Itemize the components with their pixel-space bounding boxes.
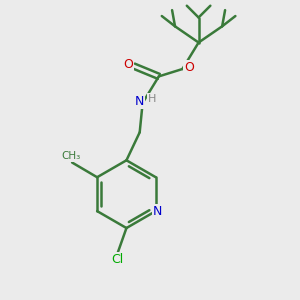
Text: H: H [148,94,156,104]
Text: CH₃: CH₃ [61,151,80,161]
Text: N: N [134,95,144,108]
Text: O: O [184,61,194,74]
Text: Cl: Cl [112,253,124,266]
Text: N: N [153,205,162,218]
Text: O: O [123,58,133,71]
